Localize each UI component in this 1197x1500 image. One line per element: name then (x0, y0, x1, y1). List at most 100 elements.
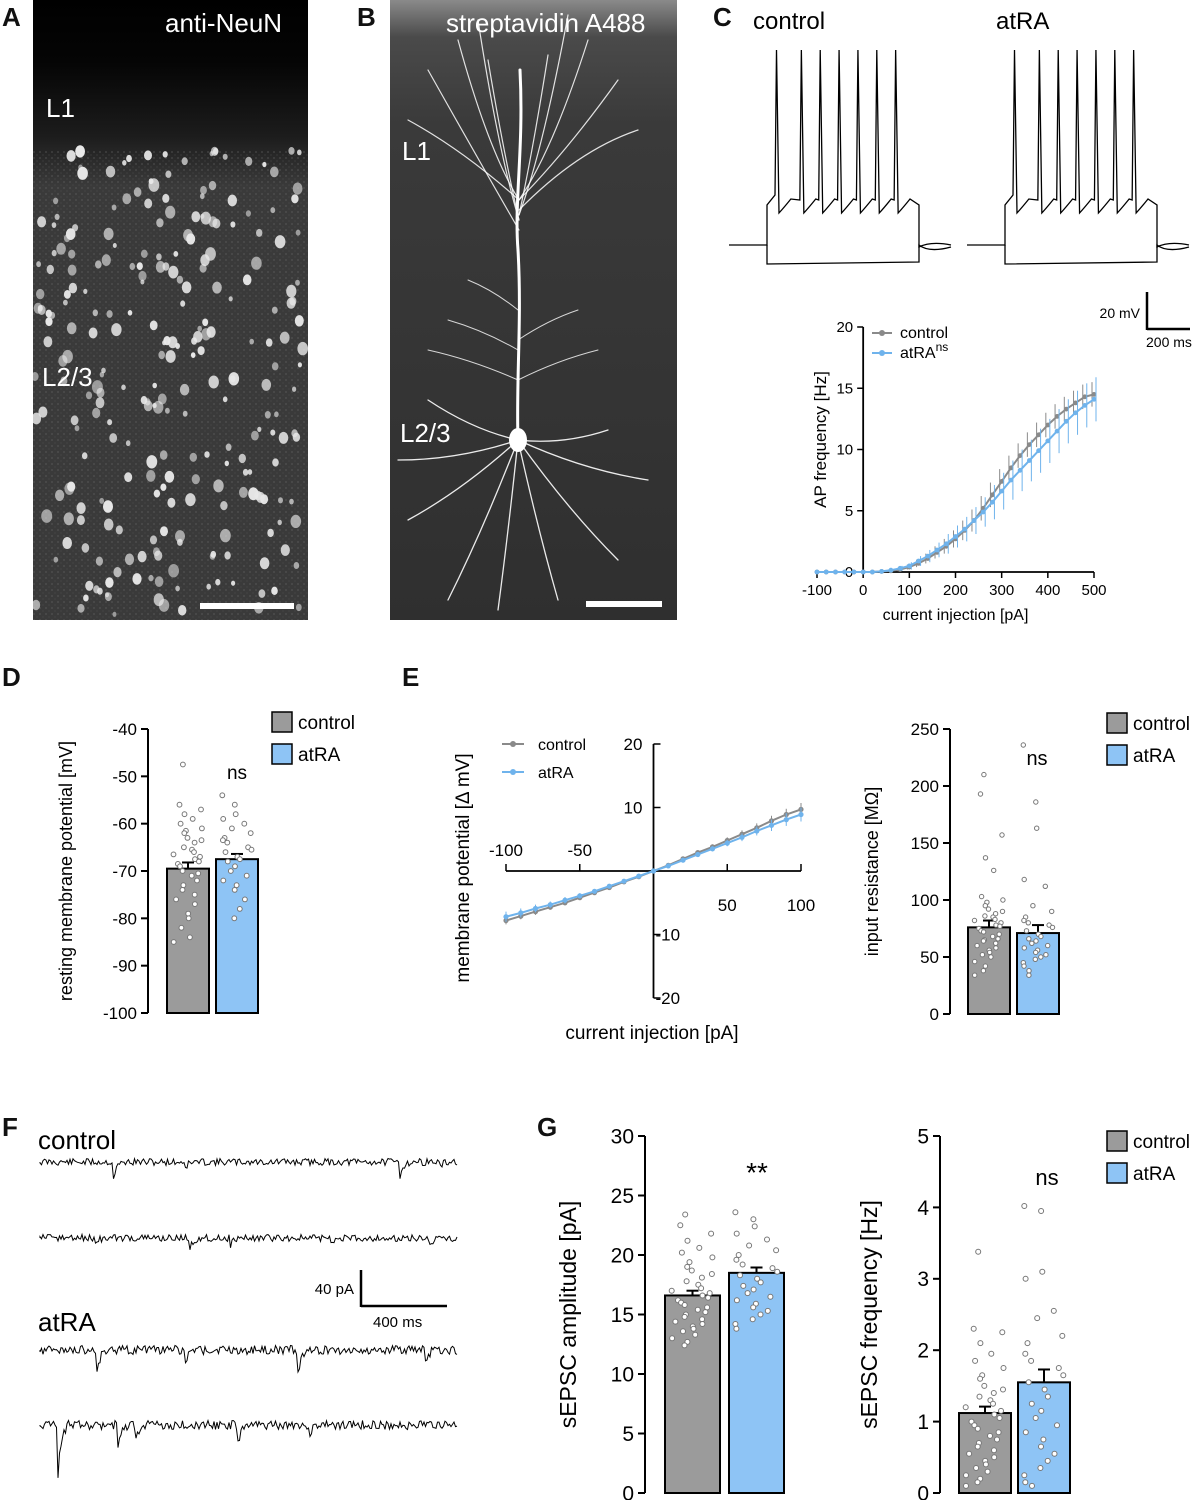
epsc-trace-atra-1 (39, 1344, 458, 1374)
data-point (990, 492, 995, 498)
data-point (990, 933, 996, 940)
data-point (906, 563, 912, 569)
neuron-soma (148, 574, 154, 582)
data-point (962, 526, 968, 532)
scale-bar-a (200, 603, 294, 609)
scale-bar-b (586, 601, 662, 607)
data-point (966, 1450, 973, 1457)
neuron-soma (173, 251, 179, 257)
y-tick-label: 20 (611, 1244, 634, 1267)
data-point (897, 565, 903, 571)
data-point (1049, 908, 1055, 915)
y-tick-label: 25 (611, 1185, 634, 1208)
neuron-soma (152, 382, 157, 389)
neuron-soma (43, 336, 53, 348)
neuron-soma (144, 150, 152, 161)
neuron-soma (63, 512, 74, 526)
y-tick-label: 250 (911, 720, 939, 739)
data-point (1026, 936, 1032, 942)
neuron-soma (206, 583, 211, 590)
y-axis-label: sEPSC frequency [Hz] (856, 1200, 882, 1429)
significance-label: ns (1035, 1165, 1058, 1190)
x-tick-label: 500 (1081, 582, 1106, 599)
neuron-soma (297, 362, 302, 368)
micrograph-neun (33, 0, 308, 620)
data-point (925, 553, 931, 559)
neuron-soma (103, 518, 114, 531)
y-tick-label: 10 (624, 799, 643, 818)
data-point (732, 1209, 739, 1216)
data-point (999, 832, 1005, 838)
significance-label: ns (1026, 748, 1047, 770)
y-tick-label: 100 (911, 891, 939, 910)
neuron-soma (264, 411, 271, 419)
data-point (992, 916, 998, 923)
y-tick-label: 200 (911, 777, 939, 796)
neuron-soma (77, 603, 85, 613)
data-point (991, 867, 997, 874)
neuron-soma (182, 410, 188, 417)
data-point (751, 1223, 758, 1230)
neuron-soma (92, 407, 101, 419)
data-point (735, 1252, 742, 1258)
neuron-soma (271, 362, 279, 371)
neuron-soma (193, 331, 203, 343)
data-point (971, 518, 977, 523)
neuron-soma (160, 526, 168, 537)
data-point (1021, 1472, 1028, 1479)
data-point (1054, 428, 1060, 434)
data-point (733, 1297, 740, 1304)
neuron-soma (66, 322, 77, 335)
data-point (1021, 945, 1028, 951)
data-point (1044, 1393, 1051, 1400)
y-tick-label: -50 (112, 767, 137, 786)
data-point (237, 856, 243, 863)
data-point (1030, 903, 1036, 909)
data-point (1021, 963, 1027, 969)
neuron-soma (88, 327, 98, 339)
legend-marker (879, 330, 885, 336)
data-point (993, 945, 999, 951)
data-point (764, 1307, 771, 1314)
data-point (1037, 1465, 1044, 1471)
data-point (916, 558, 921, 564)
data-point (1008, 477, 1014, 483)
neuron-soma (67, 264, 77, 276)
neuron-soma (60, 376, 68, 386)
neuron-soma (212, 281, 222, 294)
neuron-soma (95, 260, 102, 269)
data-point (981, 1382, 988, 1389)
neuron-soma (83, 594, 89, 602)
y-tick-label: -70 (112, 862, 137, 881)
data-point (1027, 442, 1032, 447)
data-point (191, 891, 198, 898)
panel-letter-e: E (402, 662, 420, 692)
neuron-soma (124, 553, 135, 566)
data-point (977, 1375, 984, 1382)
data-point (1073, 410, 1078, 416)
data-point (1082, 394, 1088, 400)
scale-label-ms-f: 400 ms (373, 1314, 422, 1331)
y-tick-label: -20 (656, 989, 681, 1008)
data-point (1091, 392, 1097, 397)
data-point (708, 1271, 715, 1277)
data-point (1022, 1479, 1029, 1486)
data-point (996, 1415, 1003, 1421)
neuron-soma (55, 489, 65, 501)
data-point (683, 1278, 690, 1285)
oblique-dendrite (427, 349, 519, 381)
x-tick-label: 400 (1035, 582, 1060, 599)
data-point (814, 569, 820, 575)
data-point (757, 1311, 764, 1318)
neuron-soma (109, 433, 118, 443)
neuron-soma (204, 451, 210, 458)
neuron-soma (288, 147, 295, 155)
neuron-soma (200, 193, 205, 200)
neuron-soma (138, 270, 147, 282)
data-point (991, 1454, 998, 1461)
control-depolarizing-trace (729, 49, 952, 249)
data-point (698, 1285, 705, 1292)
basal-dendrite (397, 439, 519, 461)
control-hyperpolarizing-trace (766, 243, 952, 265)
x-tick-label: 100 (897, 582, 922, 599)
